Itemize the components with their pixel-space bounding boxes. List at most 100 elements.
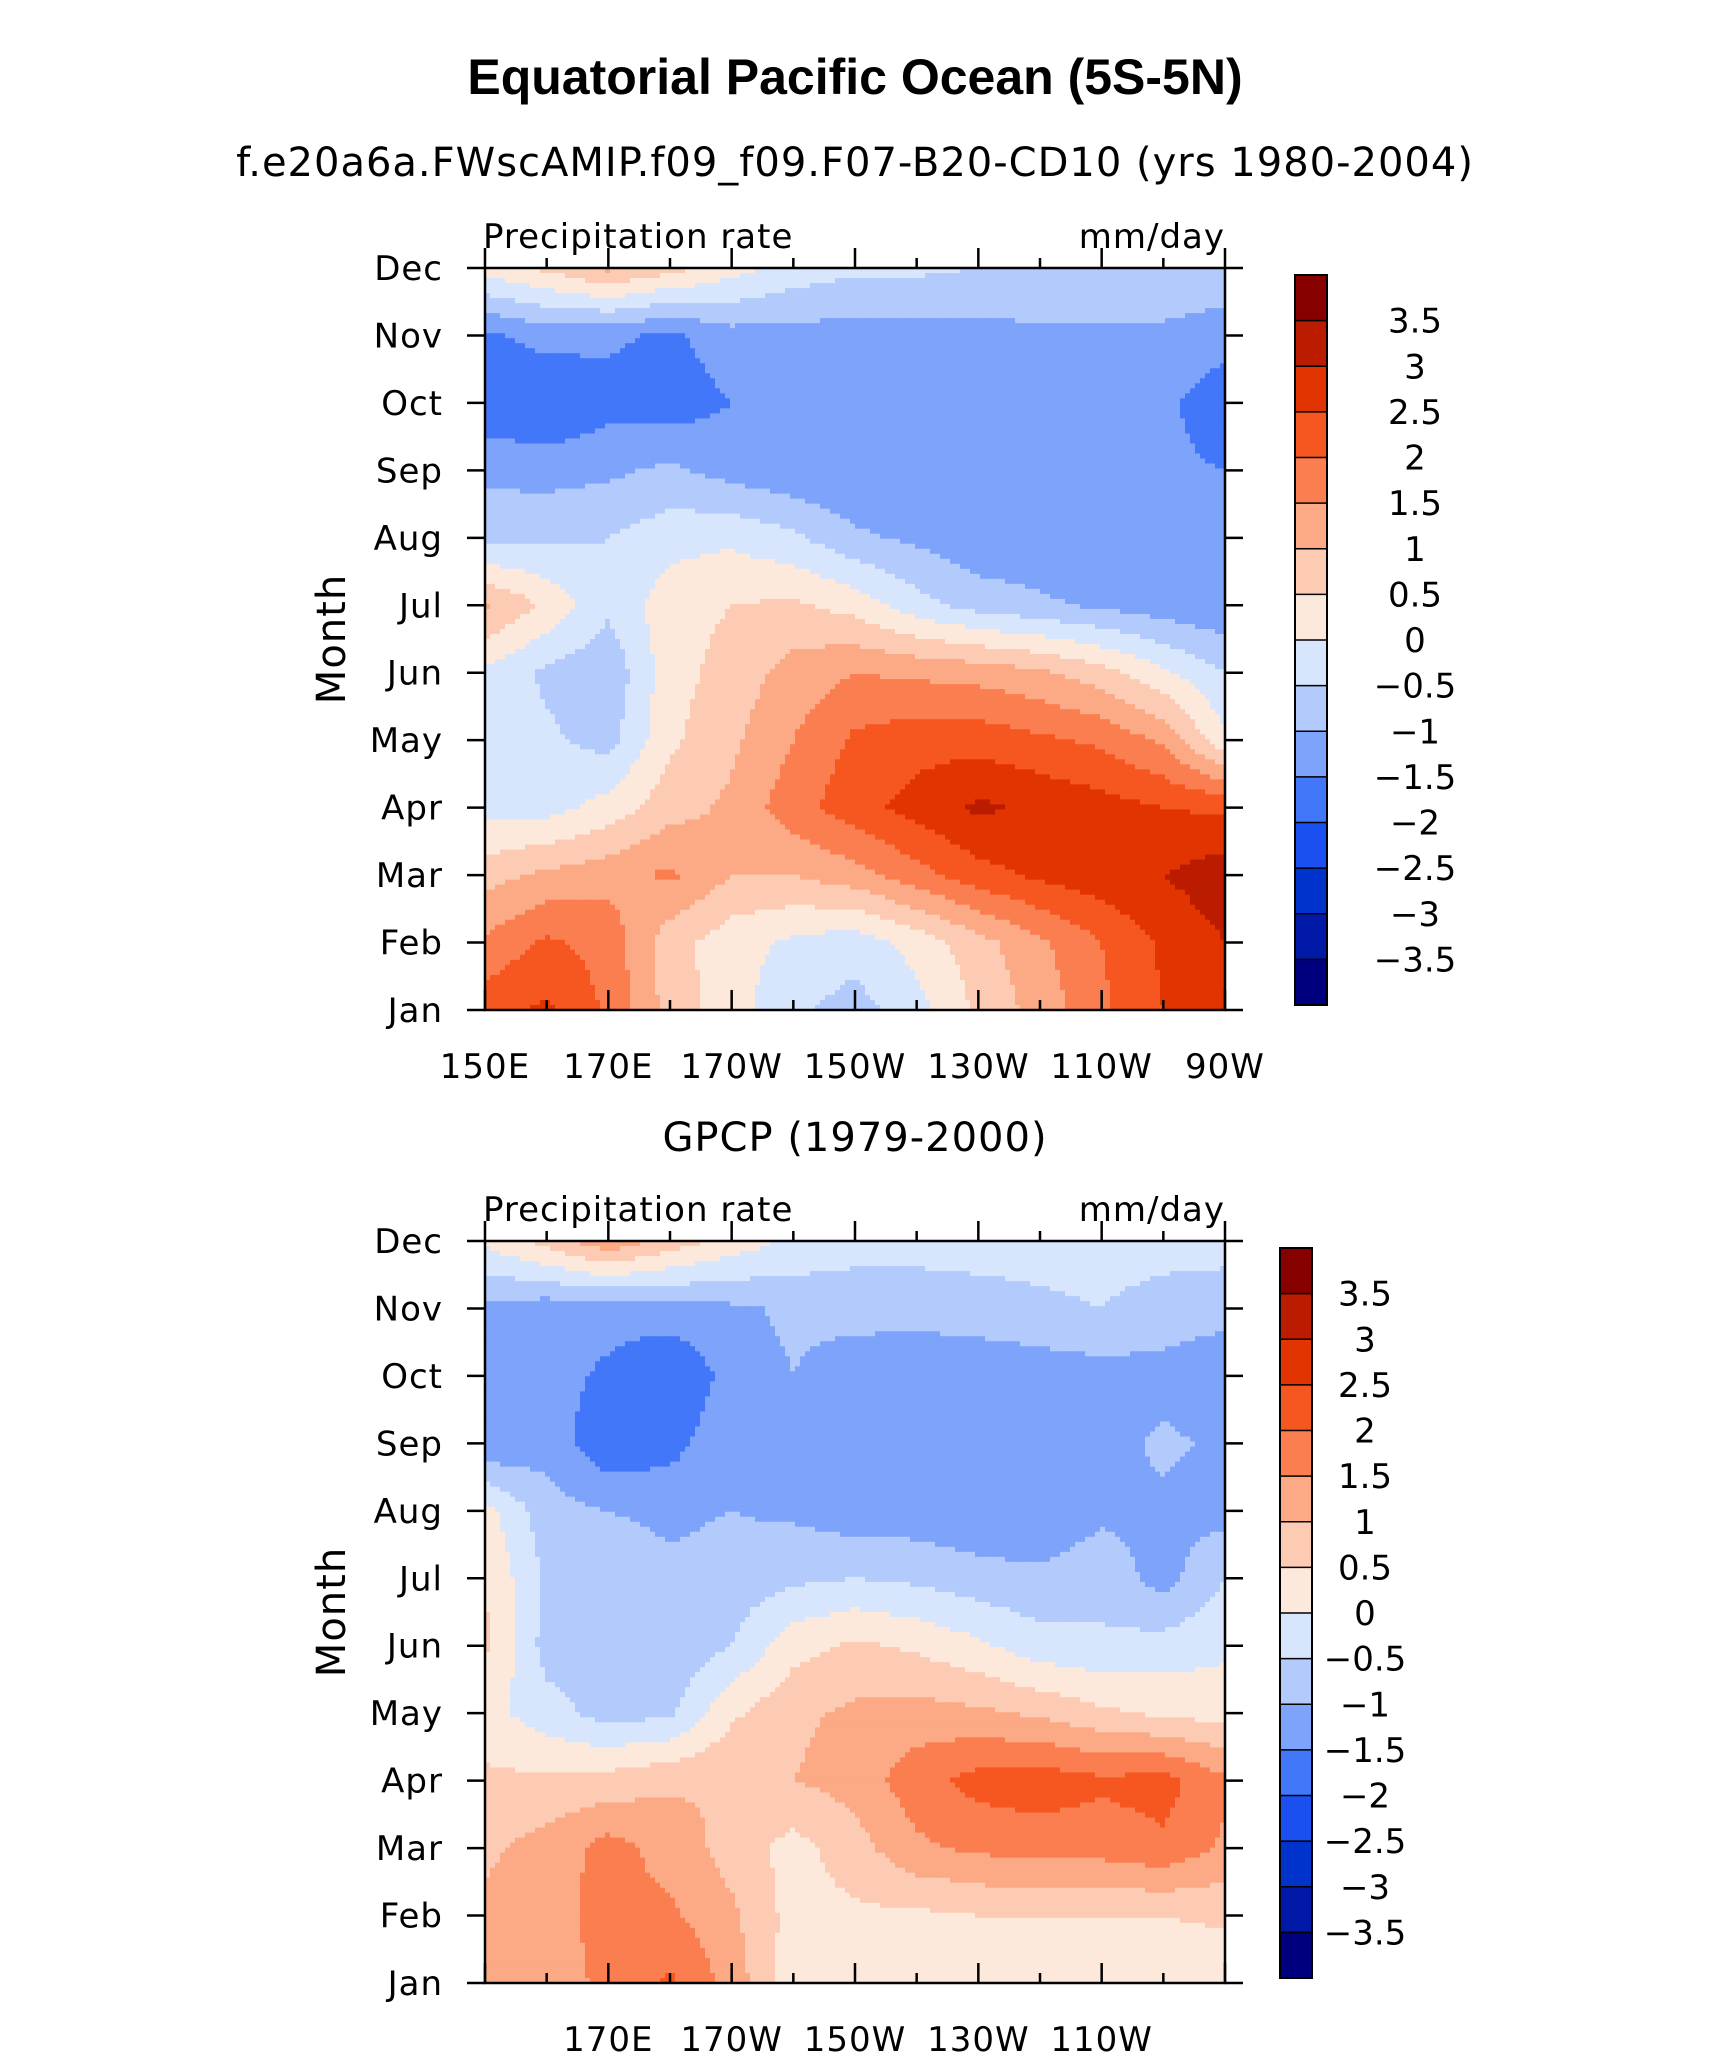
field-cell <box>860 368 866 374</box>
field-cell <box>960 288 966 294</box>
field-cell <box>785 383 791 389</box>
field-cell <box>1025 348 1031 354</box>
field-cell <box>975 318 981 324</box>
field-cell <box>1055 403 1061 409</box>
field-cell <box>1075 383 1081 389</box>
field-cell <box>675 323 681 329</box>
field-cell <box>1065 313 1071 319</box>
field-cell <box>960 308 966 314</box>
field-cell <box>1070 383 1076 389</box>
field-cell <box>640 308 646 314</box>
field-cell <box>1045 423 1051 430</box>
field-cell <box>1125 348 1131 354</box>
field-cell <box>825 358 831 364</box>
field-cell <box>1185 373 1191 379</box>
field-cell <box>1055 338 1061 344</box>
field-cell <box>1045 413 1051 419</box>
field-cell <box>720 303 726 309</box>
field-cell <box>825 273 831 279</box>
field-cell <box>550 318 556 324</box>
field-cell <box>500 333 506 339</box>
field-cell <box>960 388 966 394</box>
field-cell <box>525 308 531 314</box>
field-cell <box>670 413 676 419</box>
field-cell <box>900 273 906 279</box>
field-cell <box>725 358 731 364</box>
field-cell <box>550 378 556 384</box>
field-cell <box>610 333 616 339</box>
field-cell <box>665 313 671 319</box>
field-cell <box>725 278 731 284</box>
field-cell <box>805 338 811 344</box>
field-cell <box>1045 418 1051 425</box>
field-cell <box>1000 348 1006 354</box>
field-cell <box>1190 398 1196 404</box>
field-cell <box>985 338 991 344</box>
field-cell <box>630 413 636 419</box>
field-cell <box>1055 318 1061 324</box>
field-cell <box>615 408 621 414</box>
field-cell <box>1055 323 1061 329</box>
field-cell <box>925 398 931 404</box>
field-cell <box>545 373 551 379</box>
field-cell <box>1085 343 1091 349</box>
field-cell <box>495 303 501 309</box>
field-cell <box>1005 323 1011 329</box>
field-cell <box>510 288 516 294</box>
field-cell <box>970 363 976 369</box>
field-cell <box>1185 288 1191 294</box>
field-cell <box>1195 378 1201 384</box>
field-cell <box>735 283 741 289</box>
field-cell <box>635 293 641 299</box>
field-cell <box>830 288 836 294</box>
field-cell <box>685 318 691 324</box>
field-cell <box>1115 393 1121 399</box>
field-cell <box>1190 288 1196 294</box>
field-cell <box>485 303 491 309</box>
field-cell <box>1010 418 1016 425</box>
field-cell <box>1110 278 1116 284</box>
field-cell <box>965 398 971 404</box>
field-cell <box>905 383 911 389</box>
field-cell <box>975 373 981 379</box>
field-cell <box>995 343 1001 349</box>
field-cell <box>530 338 536 344</box>
field-cell <box>910 418 916 425</box>
field-cell <box>655 398 661 404</box>
field-cell <box>1190 358 1196 364</box>
field-cell <box>1060 403 1066 409</box>
field-cell <box>985 368 991 374</box>
field-cell <box>495 328 501 334</box>
field-cell <box>710 433 716 440</box>
field-cell <box>605 403 611 409</box>
field-cell <box>905 358 911 364</box>
field-cell <box>545 408 551 414</box>
field-cell <box>1195 338 1201 344</box>
field-cell <box>1145 393 1151 399</box>
field-cell <box>575 338 581 344</box>
field-cell <box>1115 288 1121 294</box>
field-cell <box>845 358 851 364</box>
field-cell <box>1070 363 1076 369</box>
field-cell <box>545 338 551 344</box>
field-cell <box>630 353 636 359</box>
field-cell <box>1030 283 1036 289</box>
field-cell <box>705 273 711 279</box>
field-cell <box>755 393 761 399</box>
field-cell <box>550 333 556 339</box>
field-cell <box>710 408 716 414</box>
field-cell <box>900 348 906 354</box>
field-cell <box>875 288 881 294</box>
field-cell <box>605 393 611 399</box>
field-cell <box>1010 428 1016 435</box>
field-cell <box>1160 333 1166 339</box>
field-cell <box>1030 308 1036 314</box>
field-cell <box>1160 283 1166 289</box>
field-cell <box>1105 308 1111 314</box>
field-cell <box>1210 388 1216 394</box>
field-cell <box>870 358 876 364</box>
field-cell <box>665 378 671 384</box>
field-cell <box>615 338 621 344</box>
field-cell <box>675 273 681 279</box>
field-cell <box>825 368 831 374</box>
